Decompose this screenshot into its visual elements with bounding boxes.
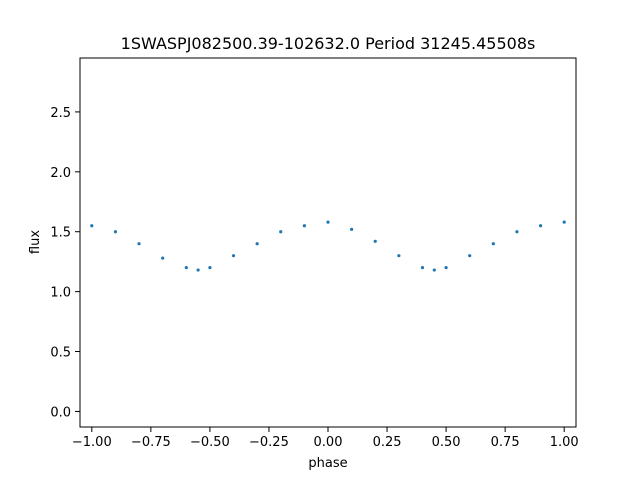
x-tick-label: −0.25	[249, 435, 289, 450]
y-tick-label: 0.5	[50, 346, 71, 361]
y-axis-ticks: 0.0 0.5 1.0 1.5 2.0 2.5	[50, 106, 80, 420]
scatter-point	[137, 242, 141, 246]
scatter-point	[491, 242, 495, 246]
scatter-point	[515, 230, 519, 234]
scatter-point	[184, 266, 188, 270]
x-axis-label: phase	[308, 456, 347, 471]
scatter-point	[468, 254, 472, 258]
scatter-point	[302, 224, 306, 228]
scatter-point	[231, 254, 236, 258]
scatter-point	[279, 230, 283, 234]
chart-title: 1SWASPJ082500.39-102632.0 Period 31245.4…	[121, 34, 536, 53]
x-tick-label: 1.00	[550, 435, 579, 450]
scatter-point	[432, 268, 436, 272]
x-axis-ticks: −1.00 −0.75 −0.50 −0.25 0.00 0.25 0.50 0.75 1.00	[72, 427, 579, 450]
scatter-point	[326, 220, 330, 224]
scatter-point	[208, 266, 212, 270]
y-tick-label: 1.5	[50, 226, 71, 241]
y-axis-label: flux	[28, 230, 43, 254]
scatter-point	[562, 220, 566, 224]
scatter-point	[90, 224, 94, 228]
x-tick-label: −0.50	[190, 435, 230, 450]
scatter-point	[538, 224, 543, 228]
y-tick-label: 1.0	[50, 286, 71, 301]
y-tick-label: 0.0	[50, 405, 71, 420]
x-tick-label: 0.75	[491, 435, 520, 450]
x-tick-label: −0.75	[131, 435, 171, 450]
scatter-point	[161, 256, 165, 260]
scatter-point	[444, 266, 448, 270]
scatter-point	[420, 266, 425, 270]
x-tick-label: 0.00	[314, 435, 343, 450]
y-tick-label: 2.0	[50, 166, 71, 181]
scatter-point	[397, 254, 401, 258]
scatter-points	[90, 220, 566, 272]
x-tick-label: 0.25	[373, 435, 402, 450]
scatter-point	[255, 242, 259, 246]
y-tick-label: 2.5	[50, 106, 71, 121]
scatter-point	[196, 268, 200, 272]
scatter-point	[373, 239, 377, 243]
scatter-point	[113, 230, 118, 234]
x-tick-label: −1.00	[72, 435, 112, 450]
x-tick-label: 0.50	[432, 435, 461, 450]
scatter-point	[350, 227, 354, 231]
